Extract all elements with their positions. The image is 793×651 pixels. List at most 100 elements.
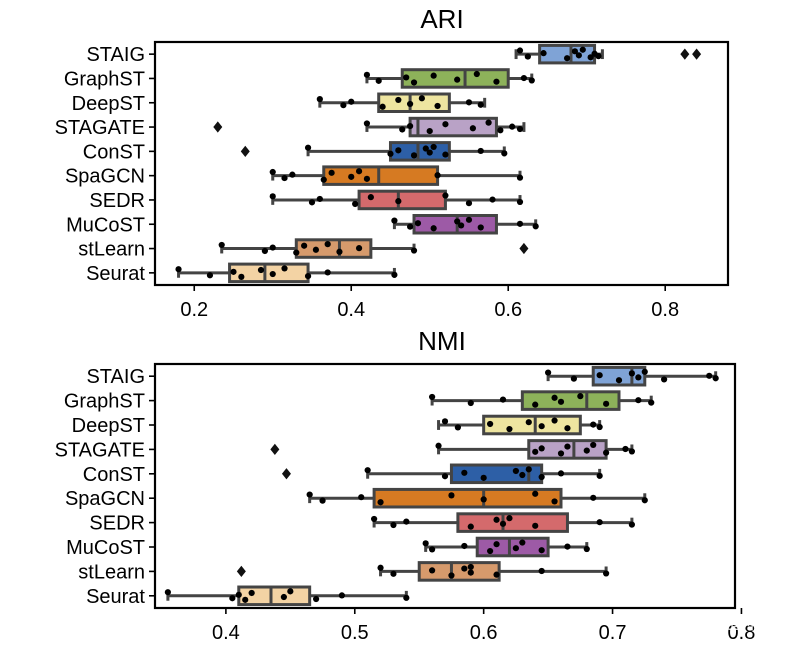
ari-data-point [308, 199, 316, 206]
nmi-data-point [557, 470, 565, 477]
nmi-data-point [454, 424, 461, 431]
nmi-data-point [499, 396, 507, 403]
nmi-data-point [532, 490, 539, 497]
ari-data-point [407, 223, 414, 230]
nmi-data-point [557, 450, 565, 457]
ari-data-point [465, 216, 473, 223]
nmi-data-point [577, 393, 584, 400]
nmi-data-point [441, 418, 449, 425]
nmi-data-point [603, 570, 610, 577]
nmi-y-tick-label: MuCoST [66, 537, 145, 559]
nmi-y-tick-label: STAIG [86, 366, 145, 388]
ari-y-tick-label: SEDR [89, 190, 145, 212]
ari-data-point [367, 194, 374, 201]
nmi-data-point [557, 398, 565, 405]
ari-data-point [375, 77, 382, 84]
nmi-x-tick-label: 0.6 [470, 622, 498, 644]
ari-data-point [281, 174, 288, 182]
nmi-data-point [390, 521, 397, 529]
nmi-data-point [229, 595, 236, 602]
nmi-data-point [377, 499, 384, 506]
ari-data-point [477, 224, 484, 231]
nmi-outlier [236, 565, 246, 578]
nmi-data-point [596, 472, 603, 479]
ari-data-point [489, 196, 496, 203]
ari-data-point [340, 102, 347, 109]
ari-data-point [395, 198, 402, 205]
ari-data-point [520, 74, 528, 82]
ari-x-tick-label: 0.8 [651, 299, 679, 321]
ari-y-tick-label: Seurat [86, 263, 145, 285]
nmi-data-point [480, 474, 487, 481]
ari-x-tick-label: 0.4 [337, 299, 365, 321]
ari-box-stlearn [294, 238, 373, 259]
nmi-box-sedr [456, 512, 569, 533]
ari-data-point [391, 217, 398, 224]
nmi-y-tick-label: STAGATE [55, 439, 145, 461]
nmi-data-point [641, 368, 648, 375]
nmi-box-const [449, 463, 544, 485]
ari-data-point [485, 119, 492, 126]
nmi-data-point [596, 372, 603, 379]
nmi-data-point [706, 372, 713, 379]
ari-outlier [680, 48, 690, 60]
ari-data-point [454, 76, 461, 83]
ari-data-point [571, 48, 579, 55]
nmi-data-point [242, 596, 249, 603]
nmi-data-point [596, 423, 603, 431]
nmi-data-point [635, 397, 642, 404]
ari-data-point [218, 241, 225, 249]
ari-data-point [516, 47, 524, 54]
nmi-data-point [448, 492, 455, 499]
ari-data-point [395, 147, 402, 154]
nmi-data-point [467, 523, 474, 530]
nmi-data-point [461, 542, 468, 550]
nmi-data-point [461, 469, 468, 476]
nmi-data-point [538, 423, 545, 430]
nmi-data-point [635, 374, 642, 381]
nmi-data-point [661, 376, 668, 383]
nmi-data-point [493, 516, 500, 523]
ari-data-point [206, 272, 214, 279]
ari-data-point [269, 270, 276, 278]
nmi-data-point [525, 419, 532, 426]
ari-data-point [410, 79, 418, 86]
ari-outlier [240, 145, 250, 157]
nmi-data-point [519, 539, 526, 546]
nmi-data-point [583, 447, 590, 454]
nmi-data-point [538, 567, 545, 575]
ari-data-point [324, 269, 331, 276]
ari-data-point [355, 168, 363, 175]
nmi-data-point [512, 545, 519, 552]
ari-data-point [230, 268, 237, 275]
nmi-data-point [506, 515, 513, 522]
nmi-data-point [551, 498, 558, 505]
nmi-data-point [532, 448, 539, 455]
ari-x-tick-label: 0.2 [180, 299, 208, 321]
nmi-x-tick-label: 0.5 [341, 622, 369, 644]
ari-data-point [422, 145, 429, 152]
ari-data-point [454, 218, 461, 225]
nmi-data-point [287, 588, 294, 595]
nmi-data-point [306, 491, 313, 498]
ari-y-tick-label: DeepST [72, 93, 145, 115]
ari-data-point [442, 151, 449, 158]
ari-data-point [477, 147, 484, 155]
ari-data-point [293, 249, 300, 256]
nmi-data-point [487, 420, 494, 428]
nmi-outlier [270, 443, 280, 456]
nmi-data-point [422, 540, 429, 547]
nmi-data-point [461, 565, 468, 572]
ari-data-point [414, 220, 422, 227]
ari-data-point [363, 71, 371, 78]
ari-data-point [355, 245, 363, 252]
ari-data-point [497, 127, 504, 134]
nmi-data-point [493, 571, 500, 578]
ari-box-deepst [377, 92, 451, 113]
nmi-data-point [538, 473, 545, 481]
ari-data-point [324, 241, 331, 248]
nmi-x-tick-label: 0.7 [599, 622, 627, 644]
nmi-data-point [596, 519, 603, 526]
ari-data-point [403, 74, 410, 81]
nmi-data-point [403, 594, 410, 601]
